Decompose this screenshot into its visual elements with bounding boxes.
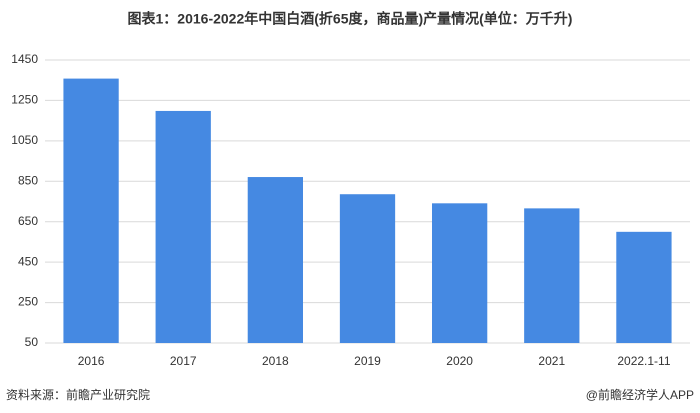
bar	[432, 203, 488, 343]
y-tick-label: 650	[18, 214, 38, 228]
chart-title: 图表1：2016-2022年中国白酒(折65度，商品量)产量情况(单位：万千升)	[128, 11, 573, 27]
x-tick-label: 2016	[78, 354, 105, 368]
x-tick-label: 2021	[538, 354, 565, 368]
x-tick-label: 2019	[354, 354, 381, 368]
x-tick-label: 2018	[262, 354, 289, 368]
bar	[339, 194, 396, 343]
x-tick-label: 2017	[170, 354, 197, 368]
y-tick-label: 1450	[11, 52, 38, 66]
bar	[155, 110, 211, 343]
y-tick-label: 50	[25, 335, 39, 349]
credit: @前瞻经济学人APP	[586, 387, 694, 402]
bar	[524, 208, 580, 343]
bar	[616, 231, 672, 343]
x-tick-label: 2020	[446, 354, 473, 368]
y-tick-label: 1050	[11, 133, 38, 147]
y-tick-label: 850	[18, 173, 38, 187]
y-tick-label: 450	[18, 254, 38, 268]
bar	[63, 78, 119, 344]
x-tick-label: 2022.1-11	[617, 354, 670, 368]
bar	[247, 177, 303, 343]
source: 资料来源：前瞻产业研究院	[6, 387, 150, 402]
y-tick-label: 250	[18, 295, 38, 309]
y-tick-label: 1250	[11, 93, 38, 107]
